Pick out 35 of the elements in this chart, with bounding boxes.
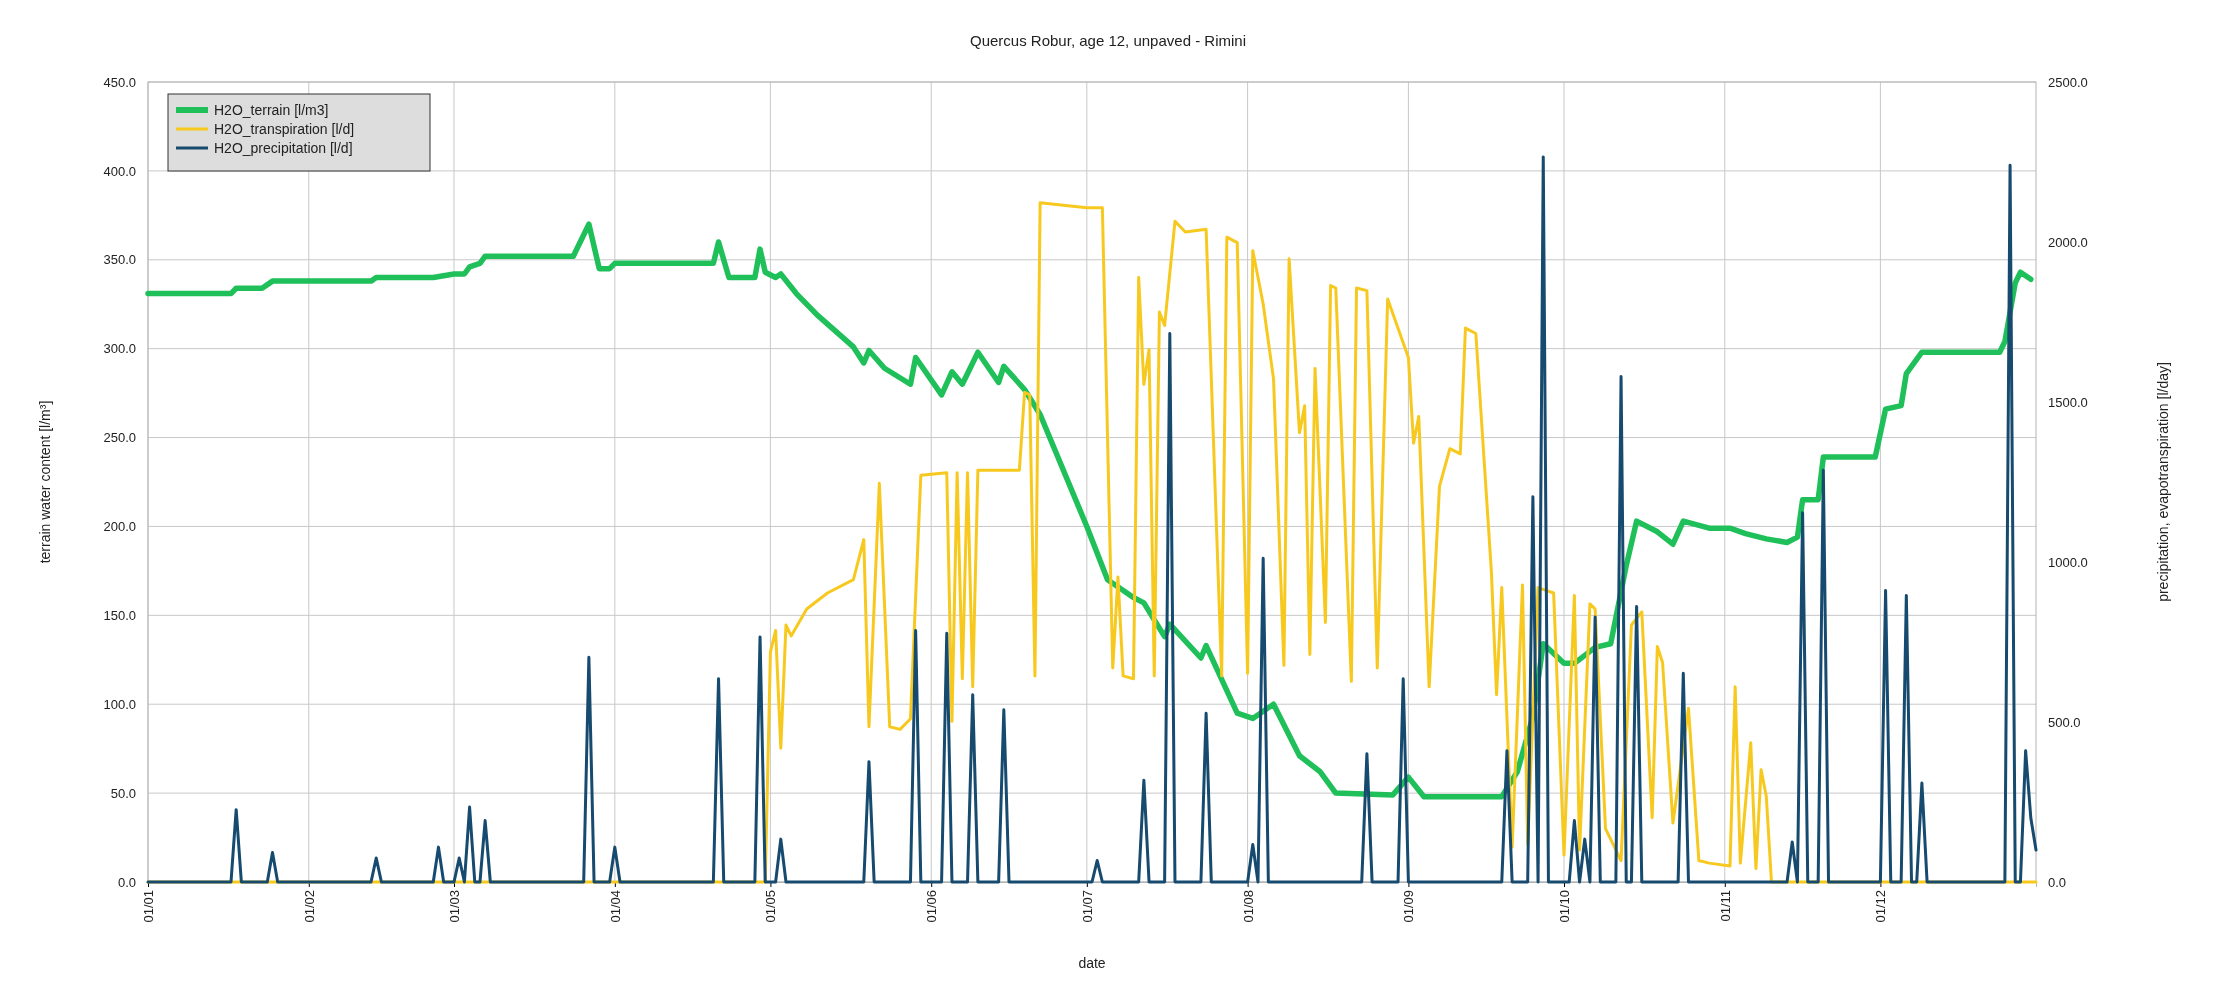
y-tick-label: 150.0 [103,607,136,623]
x-tick-label: 01/02 [301,890,317,923]
y-tick-label: 250.0 [103,430,136,446]
chart-title: Quercus Robur, age 12, unpaved - Rimini [970,32,1246,49]
y2-tick-label: 0.0 [2048,874,2067,890]
x-tick-label: 01/06 [924,890,940,923]
x-tick-label: 01/09 [1401,890,1417,923]
x-tick-label: 01/04 [607,890,623,923]
y-tick-label: 0.0 [117,874,136,890]
x-tick-label: 01/10 [1557,890,1573,923]
legend-label: H2O_precipitation [l/d] [214,139,353,156]
y-tick-label: 300.0 [103,341,136,357]
legend-label: H2O_transpiration [l/d] [214,120,355,137]
y2-tick-label: 2500.0 [2048,74,2088,90]
y-tick-label: 350.0 [103,252,136,268]
y-tick-label: 50.0 [110,785,136,801]
x-tick-label: 01/11 [1717,890,1733,922]
y-tick-label: 100.0 [103,696,136,712]
y2-tick-label: 1000.0 [2048,554,2088,570]
x-tick-label: 01/05 [763,890,779,923]
y-tick-label: 450.0 [103,74,136,90]
y-tick-label: 200.0 [103,519,136,535]
y2-tick-label: 500.0 [2048,714,2081,730]
y2-axis-title: precipitation, evapotranspiration [l/day] [2155,362,2171,602]
legend-label: H2O_terrain [l/m3] [214,101,329,118]
y2-tick-label: 1500.0 [2048,394,2088,410]
y-axis-title: terrain water content [l/m³] [37,400,53,564]
x-tick-label: 01/01 [141,890,157,923]
y-tick-label: 400.0 [103,163,136,179]
x-tick-label: 01/03 [447,890,463,923]
x-tick-label: 01/08 [1240,890,1256,923]
x-tick-label: 01/12 [1873,890,1889,923]
x-tick-label: 01/07 [1079,890,1095,923]
y2-tick-label: 2000.0 [2048,234,2088,250]
x-axis-title: date [1078,955,1106,971]
